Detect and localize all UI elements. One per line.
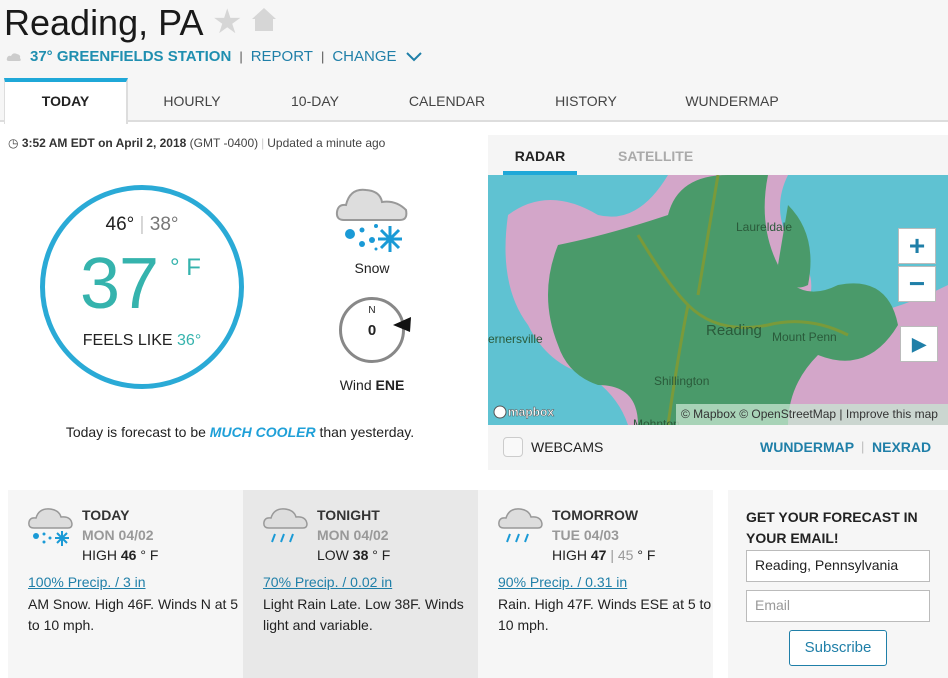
tab-calendar[interactable]: CALENDAR	[408, 93, 486, 109]
current-temp: 37	[80, 244, 159, 324]
map-label: Mount Penn	[772, 330, 837, 344]
condition-label: Snow	[354, 260, 390, 276]
card-title: TONIGHT	[317, 507, 380, 523]
mapbox-logo[interactable]: mapbox	[508, 405, 555, 420]
tab-today[interactable]: TODAY	[4, 78, 128, 124]
tab-hourly[interactable]: HOURLY	[163, 93, 221, 109]
observation-time: ◷ 3:52 AM EDT on April 2, 2018 (GMT -040…	[8, 136, 386, 150]
page-title: Reading, PA	[4, 2, 204, 43]
webcams-checkbox[interactable]	[503, 437, 523, 457]
tab-radar[interactable]: RADAR	[503, 148, 577, 175]
card-description: AM Snow. High 46F. Winds N at 5 to 10 mp…	[28, 596, 239, 633]
zoom-in-button[interactable]: +	[898, 228, 936, 264]
card-temp: HIGH 47 | 45 ° F	[552, 547, 656, 563]
rain-icon	[498, 508, 543, 543]
radar-overlay: Laureldale Reading Mount Penn Shillingto…	[488, 175, 948, 425]
temp-unit: ° F	[170, 254, 201, 281]
cloud-icon	[6, 52, 21, 61]
report-link[interactable]: REPORT	[250, 48, 313, 65]
precip-link[interactable]: 90% Precip. / 0.31 in	[498, 574, 628, 590]
map-label: Mohnton	[633, 417, 680, 425]
wind-compass	[339, 297, 405, 363]
nexrad-link[interactable]: NEXRAD	[872, 439, 932, 455]
tab-wundermap[interactable]: WUNDERMAP	[685, 93, 779, 109]
radar-map[interactable]: Laureldale Reading Mount Penn Shillingto…	[488, 175, 948, 425]
snow-icon	[28, 508, 73, 546]
tab-10-day[interactable]: 10-DAY	[291, 93, 339, 109]
station-bar: 37° GREENFIELDS STATION | REPORT | CHANGE	[6, 48, 423, 65]
map-label: Shillington	[654, 374, 709, 388]
email-input[interactable]: Email	[746, 590, 930, 622]
card-date: MON 04/02	[82, 527, 154, 543]
map-label: ernersville	[488, 332, 543, 346]
map-label: Reading	[706, 322, 762, 339]
webcams-label: WEBCAMS	[531, 439, 604, 455]
location-input[interactable]: Reading, Pennsylvania	[746, 550, 930, 582]
tab-history[interactable]: HISTORY	[555, 93, 617, 109]
email-signup: GET YOUR FORECAST IN YOUR EMAIL! Reading…	[728, 490, 948, 678]
map-label: Laureldale	[736, 220, 792, 234]
temperature-ring	[40, 185, 244, 389]
email-title: GET YOUR FORECAST IN YOUR EMAIL!	[746, 509, 918, 546]
subscribe-button[interactable]: Subscribe	[789, 630, 887, 666]
forecast-card: TODAY MON 04/02 HIGH 46 ° F 100% Precip.…	[8, 490, 243, 678]
card-description: Rain. High 47F. Winds ESE at 5 to 10 mph…	[498, 596, 712, 633]
forecast-card: TOMORROW TUE 04/03 HIGH 47 | 45 ° F 90% …	[478, 490, 713, 678]
map-attribution[interactable]: © Mapbox © OpenStreetMap | Improve this …	[676, 404, 948, 425]
forecast-card: TONIGHT MON 04/02 LOW 38 ° F 70% Precip.…	[243, 490, 478, 678]
card-title: TOMORROW	[552, 507, 639, 523]
card-temp: LOW 38 ° F	[317, 547, 391, 563]
play-button[interactable]: ▶	[900, 326, 938, 362]
card-description: Light Rain Late. Low 38F. Winds light an…	[263, 596, 464, 633]
zoom-out-button[interactable]: −	[898, 266, 936, 302]
wind-direction-arrow-icon	[393, 317, 411, 332]
precip-link[interactable]: 70% Precip. / 0.02 in	[263, 574, 393, 590]
compass-north: N	[368, 305, 376, 316]
wind-speed: 0	[367, 322, 377, 339]
clock-icon: ◷	[8, 136, 19, 150]
snow-icon	[335, 188, 408, 252]
change-link[interactable]: CHANGE	[332, 48, 397, 65]
wundermap-link[interactable]: WUNDERMAP	[760, 439, 855, 455]
card-date: MON 04/02	[317, 527, 389, 543]
home-icon[interactable]	[250, 6, 278, 32]
chevron-down-icon[interactable]	[405, 51, 423, 62]
card-temp: HIGH 46 ° F	[82, 547, 159, 563]
wind-label: Wind ENE	[339, 377, 405, 393]
station-link[interactable]: 37° GREENFIELDS STATION	[30, 48, 232, 65]
divider: |	[861, 439, 865, 454]
precip-link[interactable]: 100% Precip. / 3 in	[28, 574, 146, 590]
tab-satellite[interactable]: SATELLITE	[618, 148, 694, 164]
favorite-star-icon[interactable]: ★	[212, 3, 243, 41]
card-date: TUE 04/03	[552, 527, 619, 543]
card-title: TODAY	[82, 507, 130, 523]
forecast-summary: Today is forecast to be MUCH COOLER than…	[65, 424, 415, 440]
tab-bar: TODAY HOURLY 10-DAY CALENDAR HISTORY WUN…	[0, 78, 948, 124]
header	[0, 0, 948, 122]
rain-icon	[263, 508, 308, 543]
high-low: 46° | 38°	[105, 214, 179, 235]
feels-like: FEELS LIKE 36°	[82, 332, 202, 349]
